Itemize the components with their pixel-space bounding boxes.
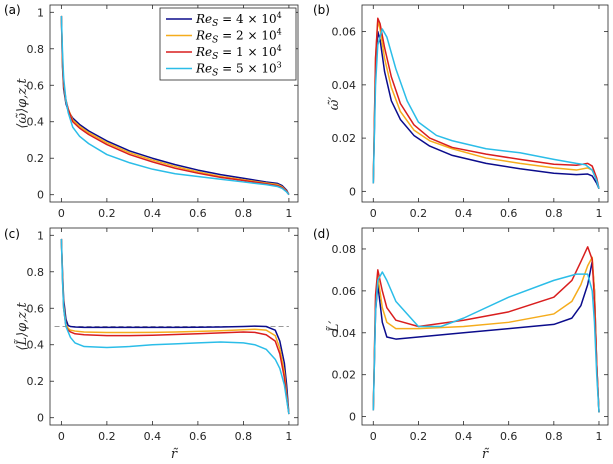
y-tick-label: 1 <box>37 6 44 19</box>
y-tick-label: 0.06 <box>332 26 357 39</box>
y-tick-label: 0.04 <box>332 327 357 340</box>
y-tick-label: 1 <box>37 229 44 242</box>
x-tick-label: 0 <box>370 207 377 220</box>
panel-d: 0 0.2 0.4 0.6 0.8 1 0 0.02 0.04 0.06 0.08(d) L̃′ r̃ <box>313 227 609 462</box>
y-tick-label: 0 <box>37 412 44 425</box>
series-line <box>372 256 600 413</box>
y-tick-label: 0 <box>37 189 44 202</box>
x-tick-label: 0.6 <box>189 207 207 220</box>
x-tick-label: 0.2 <box>410 207 428 220</box>
x-tick-label: 0.8 <box>545 207 563 220</box>
x-tick-label: 1 <box>595 430 602 443</box>
legend-entry: ReS = 1 × 104 <box>195 44 282 62</box>
series-line <box>372 20 600 189</box>
x-tick-label: 0.6 <box>189 430 207 443</box>
y-tick-label: 0.4 <box>27 339 45 352</box>
x-tick-label: 1 <box>595 207 602 220</box>
panel-label: (b) <box>313 3 330 17</box>
x-tick-label: 0.8 <box>545 430 563 443</box>
legend-box <box>159 7 297 81</box>
y-axis-label: ⟨L̃⟩φ,z,t <box>14 302 30 351</box>
x-axis-label: r̃ <box>171 447 179 462</box>
y-tick-label: 0 <box>349 411 356 424</box>
x-tick-label: 0.6 <box>500 430 518 443</box>
series-line <box>60 238 290 415</box>
series-line <box>372 260 600 413</box>
series-line <box>60 238 290 415</box>
axes-box <box>361 227 609 426</box>
x-tick-label: 0.2 <box>410 430 428 443</box>
y-tick-label: 0.8 <box>27 266 45 279</box>
y-axis-label: ⟨ω̃⟩φ,z,t <box>15 78 30 129</box>
axes-box <box>49 4 299 203</box>
axes-box <box>49 227 299 426</box>
y-tick-label: 0.4 <box>27 116 45 129</box>
x-tick-label: 0.2 <box>98 207 116 220</box>
x-tick-label: 0 <box>58 430 65 443</box>
y-tick-label: 0.6 <box>27 302 45 315</box>
series-line <box>372 28 600 189</box>
y-tick-label: 0.04 <box>332 79 357 92</box>
x-tick-label: 0.8 <box>235 430 253 443</box>
legend-entry: ReS = 5 × 103 <box>195 61 282 79</box>
series-line <box>60 15 290 196</box>
x-tick-label: 1 <box>285 207 292 220</box>
x-tick-label: 0.4 <box>144 430 162 443</box>
legend-entry: ReS = 2 × 104 <box>195 28 282 46</box>
y-tick-label: 0.08 <box>332 243 357 256</box>
y-tick-label: 0.02 <box>332 369 357 382</box>
series-line <box>60 238 290 415</box>
x-tick-label: 0.8 <box>235 207 253 220</box>
x-tick-label: 0.4 <box>144 207 162 220</box>
x-tick-label: 0.6 <box>500 207 518 220</box>
y-tick-label: 0 <box>349 185 356 198</box>
series-line <box>372 271 600 413</box>
x-tick-label: 0.4 <box>455 207 473 220</box>
legend-entry: ReS = 4 × 104 <box>195 11 282 29</box>
y-tick-label: 0.6 <box>27 79 45 92</box>
x-tick-label: 0.4 <box>455 430 473 443</box>
axes-box <box>361 4 609 203</box>
panel-b: 0 0.2 0.4 0.6 0.8 1 0 0.02 0.04 0.06(b) ω̃′ <box>313 3 609 220</box>
panel-label: (a) <box>4 3 21 17</box>
y-tick-label: 0.02 <box>332 132 357 145</box>
panel-label: (c) <box>4 227 20 241</box>
x-tick-label: 0 <box>58 207 65 220</box>
series-line <box>372 246 600 413</box>
y-tick-label: 0.8 <box>27 43 45 56</box>
y-tick-label: 0.2 <box>27 375 45 388</box>
x-tick-label: 0.2 <box>98 430 116 443</box>
panel-a: 0 0.2 0.4 0.6 0.8 1 0 0.2 0.4 0.6 0.8 1 (a) ⟨ω̃⟩φ,z,t <box>4 3 299 220</box>
y-tick-label: 0.06 <box>332 285 357 298</box>
panel-c: 0 0.2 0.4 0.6 0.8 1 0 0.2 0.4 0.6 0.8 1 (c) ⟨L̃⟩φ,z,t… <box>4 227 299 462</box>
x-tick-label: 1 <box>285 430 292 443</box>
series-line <box>372 17 600 189</box>
y-axis-label: ω̃′ <box>327 97 342 111</box>
y-tick-label: 0.2 <box>27 152 45 165</box>
x-tick-label: 0 <box>370 430 377 443</box>
x-axis-label: r̃ <box>482 447 490 462</box>
panel-label: (d) <box>313 227 330 241</box>
y-axis-label: L̃′ <box>326 321 342 334</box>
